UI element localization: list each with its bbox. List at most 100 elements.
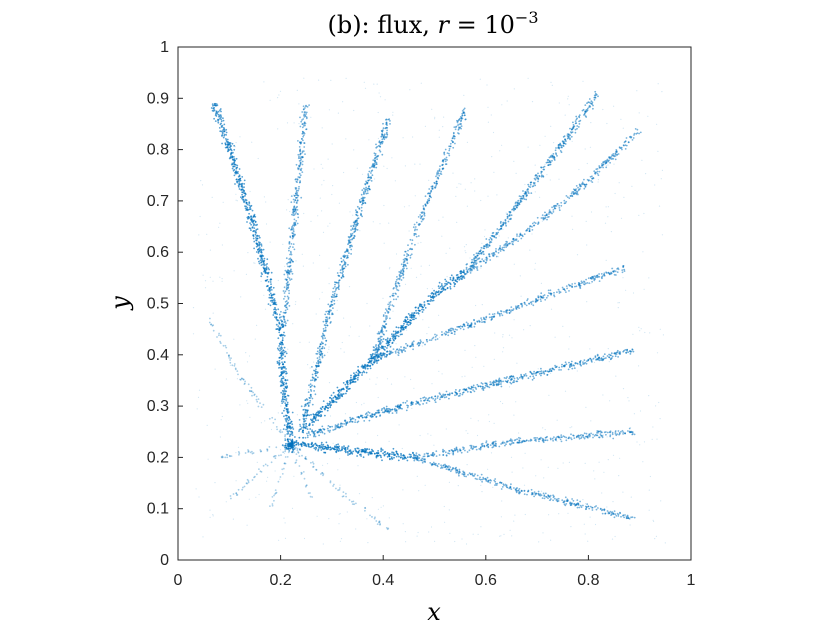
scatter-point	[230, 149, 233, 152]
scatter-point	[500, 227, 503, 230]
scatter-point	[233, 148, 236, 151]
scatter-point	[318, 349, 321, 352]
scatter-point	[326, 324, 329, 327]
scatter-point	[303, 116, 306, 118]
scatter-point-faint	[556, 440, 558, 442]
scatter-point	[477, 252, 480, 255]
scatter-point	[286, 430, 289, 432]
scatter-point	[441, 287, 444, 290]
scatter-point	[321, 430, 323, 433]
scatter-point	[281, 339, 284, 342]
scatter-point-faint	[568, 104, 570, 106]
scatter-point	[335, 401, 338, 404]
scatter-point	[272, 293, 275, 296]
scatter-point	[585, 278, 587, 281]
scatter-point	[345, 249, 348, 252]
scatter-point	[288, 258, 291, 260]
scatter-point	[566, 137, 569, 140]
scatter-point	[526, 227, 529, 230]
scatter-point	[605, 272, 608, 274]
scatter-point	[461, 271, 463, 274]
scatter-point	[280, 341, 282, 344]
scatter-point	[317, 431, 319, 434]
scatter-point	[548, 209, 551, 212]
chart-title-exponent: −3	[515, 8, 539, 27]
scatter-point	[444, 163, 447, 166]
scatter-point	[281, 354, 283, 357]
scatter-point	[409, 256, 412, 259]
scatter-point	[591, 181, 594, 184]
scatter-point-faint	[295, 260, 297, 262]
scatter-point	[458, 126, 460, 129]
scatter-point	[523, 233, 526, 236]
scatter-point	[487, 246, 489, 248]
scatter-point-faint	[287, 199, 289, 201]
scatter-point	[424, 204, 427, 207]
scatter-point	[272, 299, 275, 301]
scatter-point	[286, 427, 289, 430]
scatter-point	[460, 125, 463, 128]
scatter-point	[281, 389, 284, 392]
scatter-point	[578, 183, 581, 186]
scatter-point	[258, 247, 261, 249]
scatter-point	[322, 334, 324, 336]
scatter-point	[279, 366, 282, 369]
scatter-point	[461, 114, 464, 117]
scatter-point	[375, 354, 377, 357]
scatter-point	[267, 280, 270, 283]
scatter-point	[446, 282, 448, 285]
scatter-point	[299, 180, 301, 182]
scatter-point	[335, 287, 338, 290]
scatter-point-faint	[475, 356, 477, 358]
scatter-point	[546, 214, 548, 217]
scatter-point-faint	[522, 467, 524, 469]
scatter-point	[463, 107, 466, 110]
scatter-point	[473, 319, 475, 322]
scatter-point	[260, 243, 263, 246]
scatter-point	[305, 113, 307, 115]
scatter-point-faint	[661, 234, 664, 236]
scatter-point	[297, 168, 300, 171]
scatter-point	[564, 139, 567, 141]
scatter-point	[284, 390, 286, 393]
scatter-point	[532, 375, 535, 378]
scatter-point	[376, 362, 378, 364]
scatter-point	[507, 220, 510, 223]
scatter-point	[569, 284, 572, 287]
scatter-point	[428, 400, 431, 402]
scatter-point	[605, 357, 607, 359]
scatter-point-faint	[265, 201, 267, 203]
scatter-point-faint	[287, 348, 289, 350]
scatter-point	[444, 282, 446, 285]
scatter-point	[527, 377, 530, 380]
scatter-point	[439, 285, 442, 288]
scatter-point	[488, 316, 491, 319]
scatter-point-faint	[352, 214, 354, 216]
scatter-point-faint	[282, 243, 284, 245]
scatter-point	[603, 273, 605, 276]
scatter-point	[320, 350, 323, 353]
scatter-point	[539, 295, 542, 298]
scatter-point-faint	[416, 535, 418, 537]
scatter-point	[344, 420, 347, 422]
scatter-point	[362, 370, 365, 373]
scatter-point-faint	[371, 516, 373, 518]
scatter-point-faint	[284, 522, 286, 524]
scatter-point	[614, 270, 617, 273]
scatter-point	[461, 110, 464, 112]
scatter-point	[458, 278, 461, 281]
scatter-point	[364, 188, 367, 191]
scatter-point	[390, 408, 392, 411]
scatter-point	[417, 216, 420, 218]
scatter-point	[327, 425, 330, 427]
scatter-point	[479, 260, 482, 263]
scatter-point	[593, 170, 596, 173]
scatter-point	[288, 426, 291, 429]
scatter-point-faint	[443, 116, 445, 118]
scatter-point	[486, 243, 489, 246]
scatter-point-faint	[469, 257, 471, 259]
scatter-point	[306, 432, 308, 435]
scatter-point	[243, 183, 246, 185]
scatter-point	[231, 142, 234, 145]
